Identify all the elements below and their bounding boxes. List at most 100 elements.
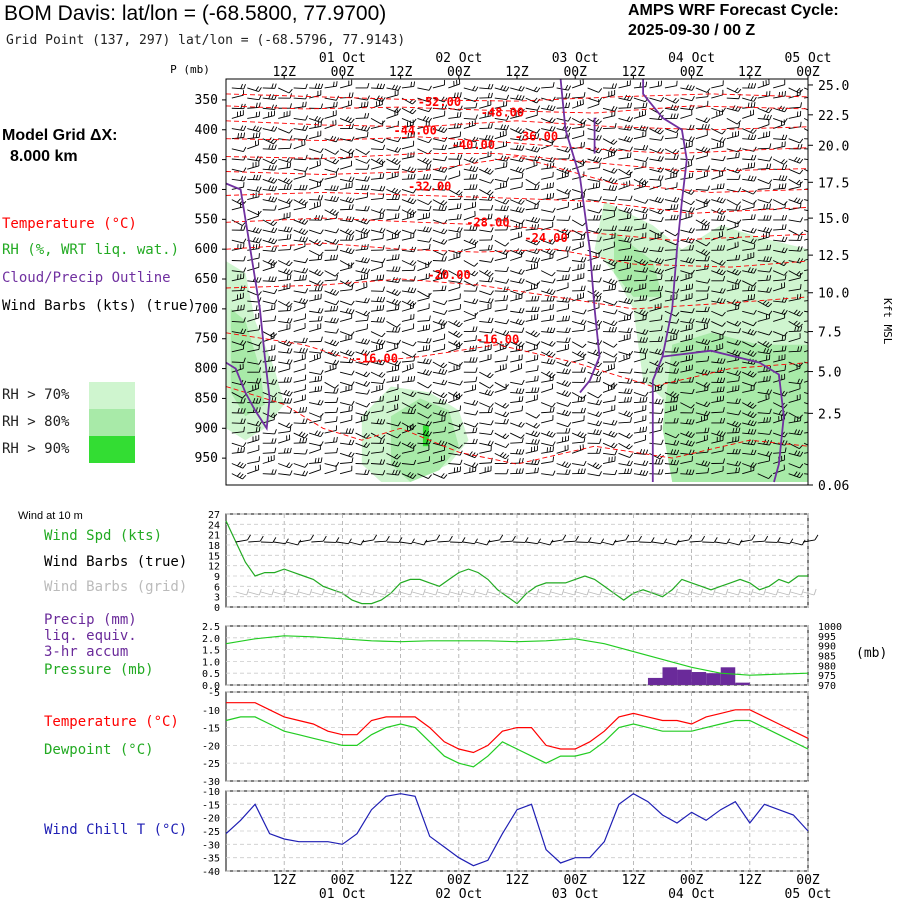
wind-barb-flag: [379, 227, 383, 233]
wind-barb-shaft: [602, 107, 615, 112]
wind-barb-shaft: [711, 128, 723, 135]
wind-barb-flag: [598, 249, 603, 255]
wind-barb-flag: [396, 323, 401, 328]
wind-barb: [355, 131, 369, 140]
wind-barb-flag: [639, 469, 643, 475]
wind-barb: [680, 141, 693, 150]
wind-barb-shaft: [278, 199, 290, 205]
wind-barb: [695, 255, 710, 262]
wind-barb-shaft: [664, 290, 677, 294]
wind-barb: [664, 196, 680, 203]
wind-barb: [448, 213, 462, 221]
wind-barb: [572, 354, 585, 363]
wind-barb: [293, 437, 308, 444]
wind-barb-flag: [333, 185, 336, 191]
wind-barb-shaft: [247, 317, 259, 322]
wind-barb: [340, 235, 354, 241]
wind-barb-flag: [240, 447, 242, 453]
wind-barb-shaft: [309, 164, 321, 170]
wind-barb: [633, 275, 648, 282]
wind-barb-flag: [236, 461, 241, 467]
wind-barb-flag: [515, 206, 519, 212]
wind-barb-shaft: [649, 307, 662, 312]
wind-barb-flag: [546, 430, 551, 436]
wind-barb: [293, 267, 309, 274]
wind-barb-flag: [707, 224, 710, 230]
wind-barb-flag: [595, 118, 600, 124]
wind-barb: [664, 404, 678, 414]
wind-barb: [417, 369, 432, 376]
wind-barb-flag: [521, 86, 525, 92]
wind-barb: [602, 351, 618, 358]
wind-barb: [293, 171, 306, 180]
wind-barb-shaft: [541, 186, 554, 190]
wind-barb: [541, 456, 555, 464]
wind-barb: [324, 425, 338, 434]
wind-barb: [293, 347, 308, 354]
wind-barb-flag: [441, 205, 444, 211]
wind-barb-flag: [564, 168, 569, 173]
wind-barb-flag: [595, 420, 600, 426]
wind-barb: [463, 384, 477, 393]
wind-barb-flag: [660, 362, 664, 368]
wind-barb-flag: [546, 371, 551, 376]
wind-barb-flag: [379, 359, 383, 365]
wind-barb-flag: [642, 295, 645, 301]
wind-barb-flag: [719, 260, 724, 265]
wind-barb: [633, 213, 648, 221]
wind-barb-flag: [320, 285, 323, 291]
wind-barb-shaft: [572, 176, 584, 180]
wind-barb-shaft: [293, 368, 306, 373]
wind-barb: [262, 83, 277, 89]
wind-barb-flag: [565, 337, 568, 343]
wind-barb-flag: [608, 326, 611, 332]
wind-barb-flag: [379, 317, 383, 323]
wind-barb-shaft: [525, 164, 538, 170]
wind-barb-flag: [243, 125, 247, 131]
wind-barb-flag: [654, 257, 659, 263]
wind-barb: [293, 363, 306, 373]
wind-barb-flag: [521, 468, 524, 474]
wind-barb-shaft: [510, 128, 522, 135]
wind-barb-shaft: [324, 106, 337, 109]
wind-barb-flag: [459, 111, 462, 118]
wind-barb: [587, 392, 602, 399]
wind-barb-flag: [533, 248, 538, 254]
wind-barb-flag: [639, 309, 643, 314]
wind-barb-flag: [595, 126, 600, 132]
wind-barb: [556, 116, 572, 122]
wind-barb-flag: [518, 319, 522, 325]
wind-barb-flag: [722, 275, 726, 281]
wind-barb: [370, 470, 386, 476]
wind-barb-flag: [592, 349, 597, 355]
wind-barb-shaft: [603, 127, 616, 130]
wind-barb-flag: [626, 116, 631, 122]
wind-barb-flag: [397, 470, 401, 476]
wind-barb-flag: [351, 309, 355, 315]
wind-barb-flag: [596, 448, 599, 454]
wind-barb-flag: [329, 339, 334, 345]
wind-barb-flag: [598, 362, 603, 368]
wind-barb-flag: [660, 269, 664, 275]
wind-barb-shaft: [324, 176, 337, 180]
wind-barb-flag: [302, 275, 305, 281]
wind-barb-shaft: [309, 327, 321, 332]
wind-barb: [571, 431, 587, 439]
wind-barb-flag: [394, 375, 397, 382]
wind-barb-flag: [489, 191, 494, 196]
wind-barb-flag: [422, 369, 427, 374]
wind-barb-flag: [286, 422, 290, 427]
wind-barb: [633, 353, 646, 363]
wind-barb-shaft: [649, 209, 661, 215]
wind-barb-flag: [274, 379, 278, 385]
wind-barb: [386, 187, 401, 195]
wind-barb-flag: [552, 215, 556, 221]
wind-barb: [386, 84, 401, 91]
wind-barb-shaft: [494, 432, 506, 440]
wind-barb-shaft: [479, 422, 492, 426]
wind-barb-flag: [366, 443, 371, 448]
wind-barb: [463, 242, 476, 251]
wind-barb-shaft: [339, 280, 351, 287]
wind-barb-shaft: [432, 229, 445, 235]
wind-barb-flag: [443, 364, 448, 369]
